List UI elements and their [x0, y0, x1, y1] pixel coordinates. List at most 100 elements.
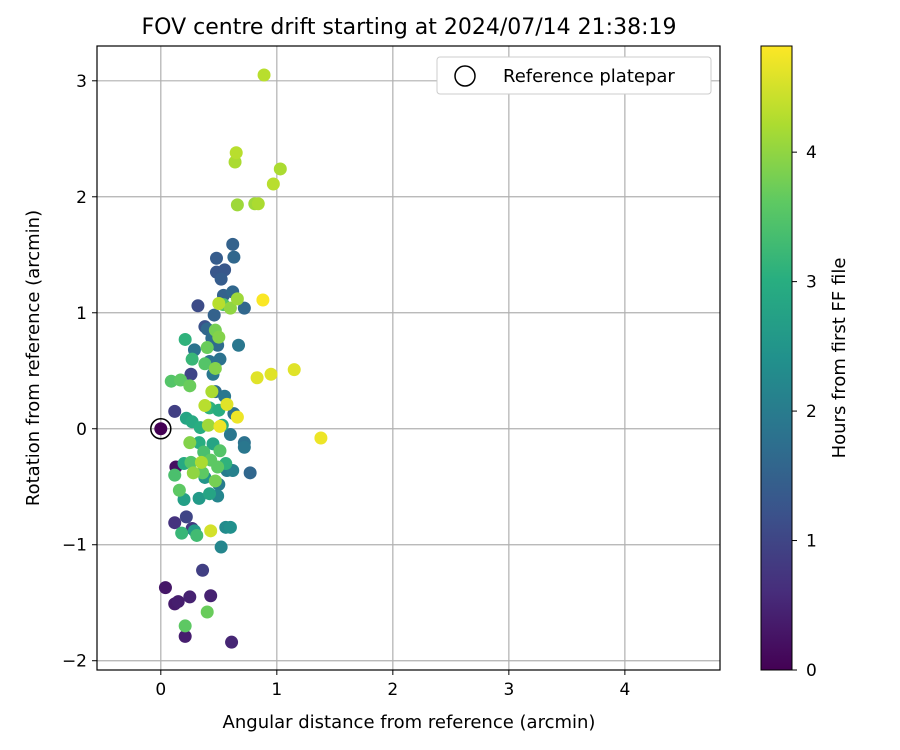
data-point — [185, 352, 199, 366]
data-point — [287, 363, 301, 377]
data-point — [230, 198, 244, 212]
data-point — [314, 431, 328, 445]
data-point — [208, 361, 222, 375]
legend-box — [436, 56, 712, 95]
data-point — [214, 272, 228, 286]
data-point — [174, 373, 188, 387]
y-tick-label: 1 — [76, 304, 87, 324]
data-point — [251, 197, 265, 211]
grid-lines — [97, 46, 720, 670]
legend-label: Reference platepar — [503, 66, 675, 87]
data-point — [194, 455, 208, 469]
plot-area-frame — [96, 45, 721, 671]
data-point — [213, 419, 227, 433]
data-point — [209, 251, 223, 265]
x-axis-label: Angular distance from reference (arcmin) — [223, 712, 596, 733]
reference-point — [154, 422, 168, 436]
data-point — [226, 237, 240, 251]
colorbar-ticks: 0 1 2 3 4 — [792, 143, 817, 681]
data-point — [220, 397, 234, 411]
data-point — [243, 466, 257, 480]
x-tick-label: 4 — [619, 680, 630, 700]
reference-ring — [150, 418, 172, 440]
legend: Reference platepar — [436, 56, 712, 95]
reference-marker — [150, 418, 172, 440]
x-tick-label: 2 — [387, 680, 398, 700]
data-point — [178, 332, 192, 346]
data-point — [158, 581, 172, 595]
colorbar: 0 1 2 3 4 Hours from first FF file — [760, 45, 850, 681]
data-point — [237, 440, 251, 454]
data-point — [229, 146, 243, 160]
data-point — [264, 367, 278, 381]
data-point — [175, 526, 189, 540]
data-point — [201, 418, 215, 432]
data-point — [256, 293, 270, 307]
data-point — [205, 385, 219, 399]
data-point — [198, 399, 212, 413]
data-point — [250, 371, 264, 385]
data-point — [183, 379, 197, 393]
data-points — [158, 68, 328, 649]
data-point — [230, 410, 244, 424]
x-axis-ticks: 0 1 2 3 4 — [155, 670, 630, 700]
data-point — [184, 367, 198, 381]
colorbar-tick-label: 2 — [806, 402, 817, 422]
x-tick-label: 3 — [503, 680, 514, 700]
data-point — [232, 338, 246, 352]
colorbar-tick-label: 1 — [806, 532, 817, 552]
data-point — [186, 466, 200, 480]
data-point — [273, 162, 287, 176]
data-point — [223, 301, 237, 315]
data-point — [200, 605, 214, 619]
y-tick-label: −2 — [62, 652, 87, 672]
x-tick-label: 0 — [155, 680, 166, 700]
data-point — [257, 68, 271, 82]
data-point — [183, 436, 197, 450]
data-point — [204, 589, 218, 603]
data-point — [227, 250, 241, 264]
y-tick-label: 0 — [76, 420, 87, 440]
data-point — [196, 466, 210, 480]
data-point — [172, 483, 186, 497]
data-point — [168, 468, 182, 482]
data-point — [266, 177, 280, 191]
data-point — [184, 455, 198, 469]
data-point — [168, 516, 182, 530]
data-point — [213, 444, 227, 458]
data-point — [191, 299, 205, 313]
data-point — [178, 629, 192, 643]
data-point — [192, 491, 206, 505]
data-point — [204, 524, 218, 538]
data-point — [179, 510, 193, 524]
data-point — [207, 308, 221, 322]
data-point — [230, 292, 244, 306]
data-point — [203, 487, 217, 501]
colorbar-tick-label: 4 — [806, 143, 817, 163]
data-point — [212, 296, 226, 310]
data-point — [208, 474, 222, 488]
data-point — [196, 563, 210, 577]
data-point — [171, 595, 185, 609]
data-point — [212, 330, 226, 344]
data-point — [237, 301, 251, 315]
y-axis-label: Rotation from reference (arcmin) — [23, 210, 44, 506]
y-tick-label: 3 — [76, 72, 87, 92]
colorbar-tick-label: 0 — [806, 661, 817, 681]
data-point — [223, 520, 237, 534]
y-tick-label: −1 — [62, 536, 87, 556]
data-point — [168, 404, 182, 418]
y-axis-ticks: −2 −1 0 1 2 3 — [62, 72, 97, 672]
data-point — [200, 341, 214, 355]
y-tick-label: 2 — [76, 188, 87, 208]
data-point — [211, 460, 225, 474]
colorbar-label: Hours from first FF file — [829, 258, 850, 459]
data-point — [183, 590, 197, 604]
legend-marker — [454, 65, 476, 87]
colorbar-gradient — [760, 45, 793, 671]
x-tick-label: 1 — [271, 680, 282, 700]
chart-title: FOV centre drift starting at 2024/07/14 … — [142, 15, 677, 40]
data-point — [190, 528, 204, 542]
data-point — [223, 428, 237, 442]
